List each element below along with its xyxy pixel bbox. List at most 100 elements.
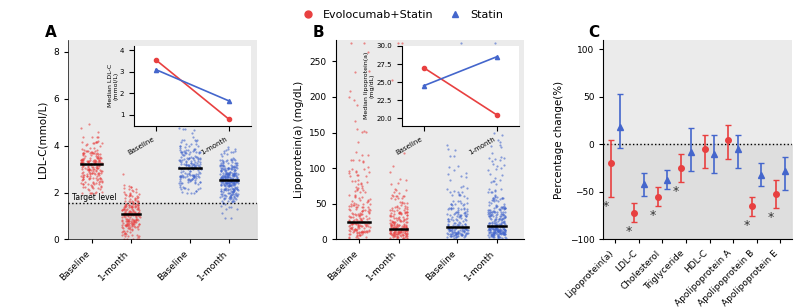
Point: [230, 180, 242, 185]
Point: [351, 224, 364, 229]
Point: [121, 221, 134, 226]
Point: [398, 231, 411, 236]
Point: [120, 211, 133, 216]
Point: [116, 225, 129, 230]
Point: [225, 163, 238, 168]
Point: [440, 234, 453, 239]
Point: [490, 228, 503, 233]
Point: [448, 211, 461, 216]
Point: [401, 213, 414, 218]
Point: [118, 204, 131, 209]
Point: [486, 159, 498, 164]
Point: [360, 230, 373, 235]
Point: [218, 184, 231, 189]
Point: [76, 161, 89, 166]
Point: [90, 139, 103, 144]
Point: [389, 204, 402, 209]
Point: [398, 207, 410, 212]
Point: [387, 230, 400, 235]
Point: [354, 213, 366, 218]
Point: [394, 227, 407, 232]
Point: [76, 152, 89, 157]
Point: [491, 227, 504, 232]
Point: [174, 158, 186, 163]
Point: [230, 173, 242, 177]
Point: [180, 150, 193, 155]
Point: [350, 169, 362, 174]
Point: [119, 204, 132, 209]
Point: [184, 169, 197, 173]
Point: [492, 216, 505, 221]
Point: [350, 227, 363, 231]
Point: [451, 231, 464, 236]
Point: [490, 213, 502, 218]
Point: [397, 194, 410, 199]
Point: [128, 220, 141, 224]
Point: [90, 139, 102, 144]
Point: [442, 227, 455, 231]
Point: [119, 203, 132, 208]
Point: [389, 233, 402, 238]
Point: [492, 232, 505, 237]
Point: [392, 222, 405, 227]
Point: [225, 186, 238, 191]
Point: [219, 181, 232, 185]
Point: [86, 180, 99, 185]
Point: [487, 230, 500, 235]
Point: [227, 173, 240, 178]
Point: [398, 228, 411, 233]
Point: [498, 232, 511, 237]
Point: [84, 163, 97, 168]
Point: [181, 190, 194, 195]
Point: [125, 216, 138, 221]
Point: [126, 222, 138, 227]
Point: [220, 180, 233, 185]
Point: [444, 206, 457, 211]
Point: [386, 233, 399, 238]
Point: [228, 168, 241, 173]
Point: [386, 227, 399, 231]
Point: [225, 194, 238, 199]
Point: [229, 178, 242, 183]
Point: [218, 149, 230, 154]
Point: [118, 215, 131, 220]
Point: [126, 203, 138, 208]
Point: [360, 213, 373, 218]
Point: [131, 227, 144, 232]
Point: [227, 169, 240, 173]
Point: [193, 164, 206, 169]
Point: [447, 229, 460, 234]
Point: [219, 170, 232, 175]
Point: [387, 220, 400, 225]
Point: [129, 202, 142, 207]
Point: [230, 179, 243, 184]
Point: [485, 220, 498, 225]
Point: [350, 227, 362, 232]
Point: [443, 177, 456, 182]
Text: A: A: [46, 25, 57, 40]
Point: [229, 177, 242, 182]
Point: [227, 164, 240, 169]
Point: [118, 199, 131, 204]
Point: [385, 211, 398, 216]
Point: [459, 170, 472, 175]
Point: [123, 192, 136, 197]
Point: [455, 233, 468, 238]
Point: [131, 206, 144, 211]
Point: [444, 233, 457, 238]
Point: [124, 230, 137, 235]
Point: [185, 142, 198, 147]
Point: [132, 212, 145, 216]
Point: [130, 218, 142, 223]
Point: [118, 232, 130, 237]
Point: [76, 182, 89, 187]
Point: [220, 169, 233, 174]
Point: [349, 220, 362, 225]
Point: [186, 173, 198, 177]
Point: [342, 232, 355, 237]
Point: [177, 173, 190, 178]
Point: [494, 145, 507, 150]
Point: [394, 228, 407, 233]
Point: [397, 224, 410, 229]
Point: [483, 207, 496, 212]
